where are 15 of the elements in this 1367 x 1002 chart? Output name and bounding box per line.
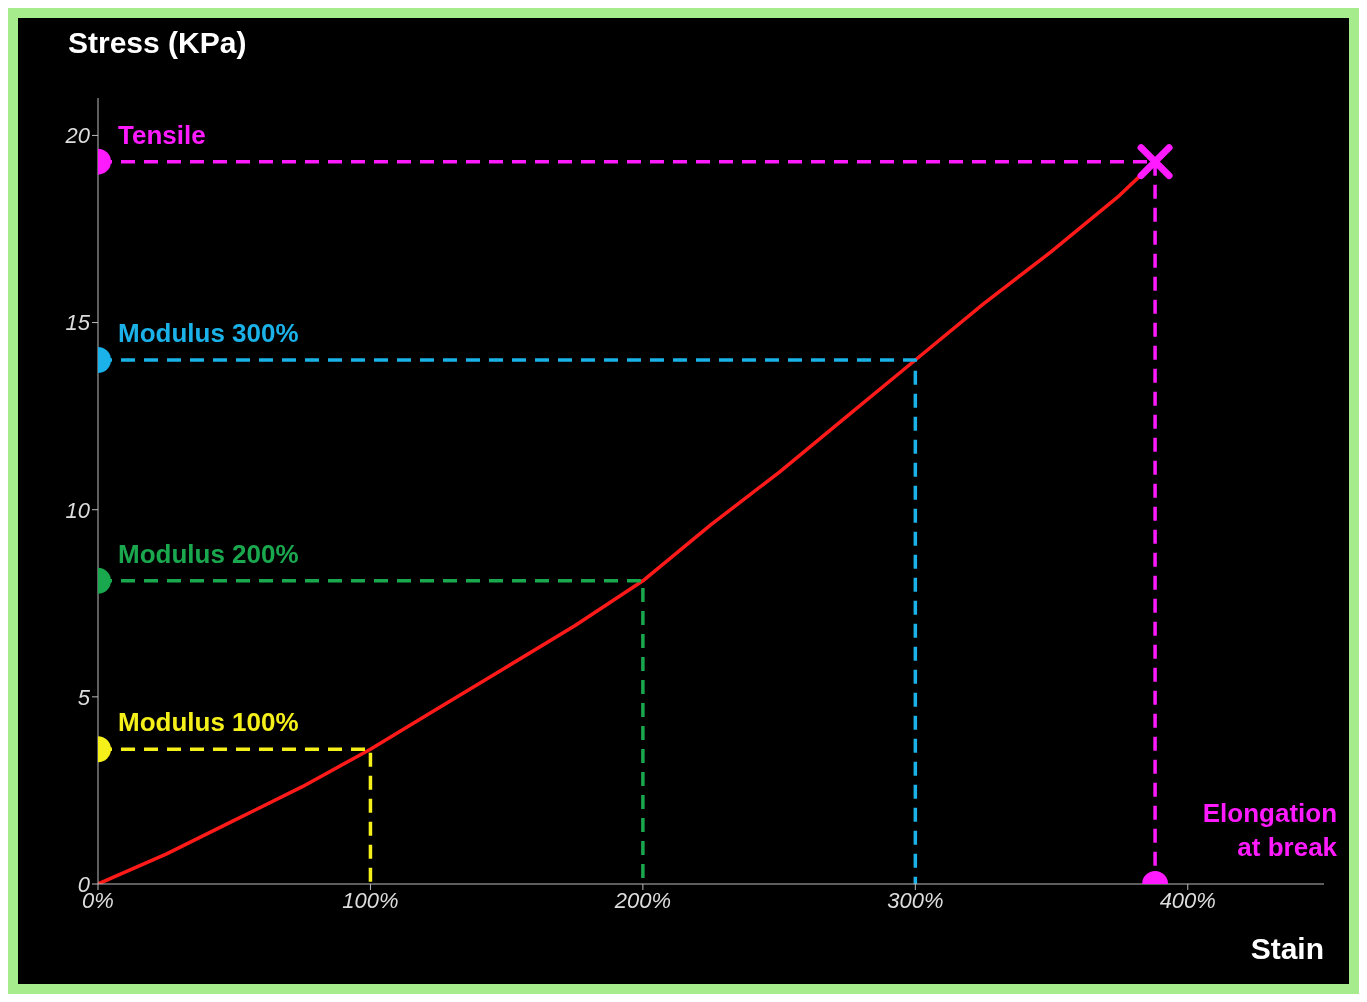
x-tick-label: 200% bbox=[613, 887, 672, 913]
series-label: Tensile bbox=[118, 119, 206, 150]
y-tick-label: 5 bbox=[77, 684, 91, 710]
y-tick-label: 15 bbox=[65, 310, 91, 336]
y-axis-title: Stress (KPa) bbox=[68, 26, 247, 59]
x-axis-title: Stain bbox=[1250, 932, 1324, 965]
x-tick-label: 300% bbox=[887, 887, 944, 913]
series-label: Modulus 100% bbox=[118, 707, 299, 738]
x-tick-label: 100% bbox=[342, 887, 399, 913]
series-label: Modulus 200% bbox=[118, 538, 299, 569]
series-label: Elongation at break bbox=[1202, 798, 1338, 862]
y-tick-label: 20 bbox=[64, 123, 91, 149]
series-label: Modulus 300% bbox=[118, 318, 299, 348]
y-tick-label: 10 bbox=[65, 497, 91, 523]
x-tick-label: 400% bbox=[1159, 887, 1216, 913]
